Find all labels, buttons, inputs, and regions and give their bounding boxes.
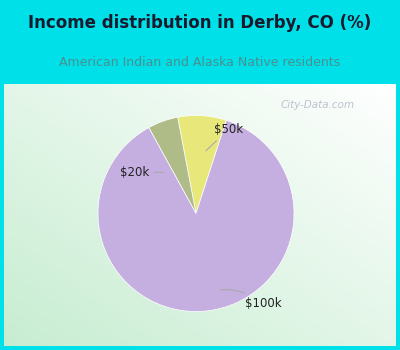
Text: $50k: $50k	[206, 123, 243, 151]
Text: American Indian and Alaska Native residents: American Indian and Alaska Native reside…	[60, 56, 340, 69]
Text: $20k: $20k	[120, 166, 164, 179]
Wedge shape	[178, 116, 226, 214]
Text: $100k: $100k	[220, 289, 282, 310]
Wedge shape	[98, 120, 294, 312]
Text: City-Data.com: City-Data.com	[280, 100, 355, 110]
Wedge shape	[149, 117, 196, 214]
Text: Income distribution in Derby, CO (%): Income distribution in Derby, CO (%)	[28, 14, 372, 32]
